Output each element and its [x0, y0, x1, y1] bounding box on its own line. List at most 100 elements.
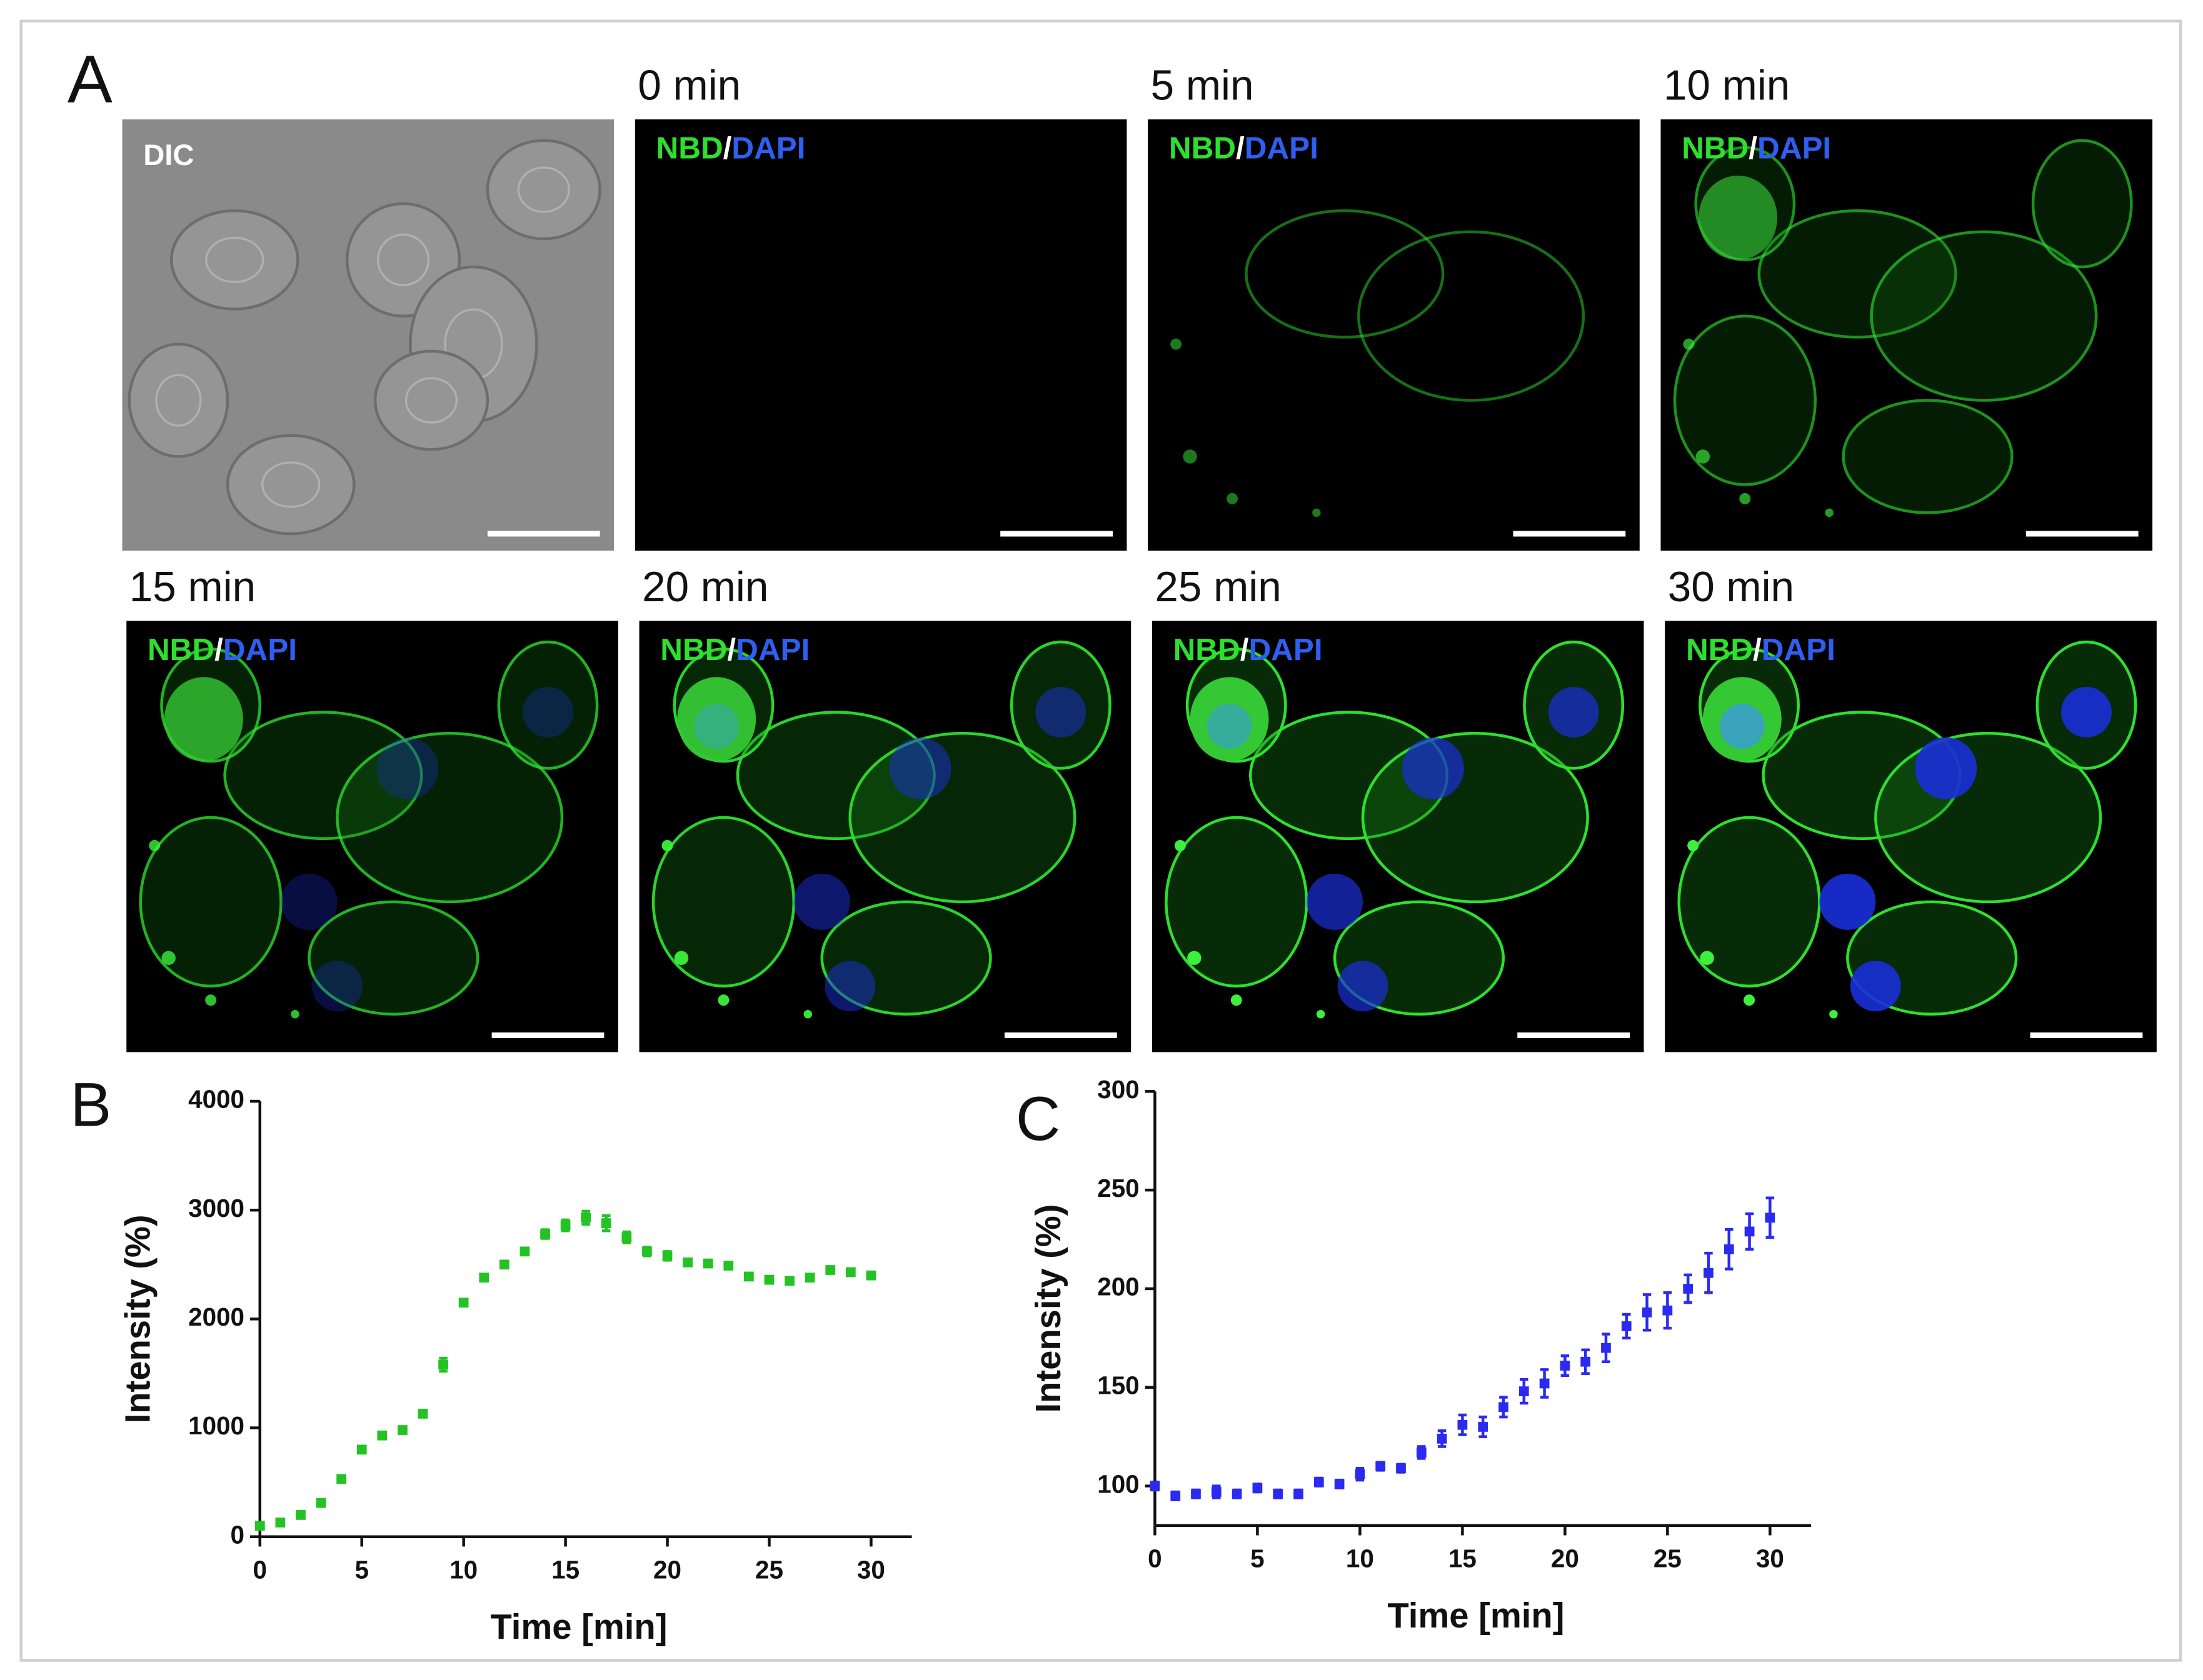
cell-membrane	[1842, 399, 2014, 514]
nucleus	[1915, 737, 1977, 799]
vesicle	[161, 951, 176, 966]
cell-membrane	[1165, 816, 1308, 988]
stain-green: NBD	[656, 131, 723, 166]
data-point	[254, 1521, 265, 1531]
y-axis-label: Intensity (%)	[118, 1214, 158, 1423]
data-point	[805, 1272, 815, 1283]
vesicle	[1829, 1009, 1838, 1019]
stain-separator: /	[1749, 131, 1757, 166]
x-tick-label: 30	[1756, 1544, 1784, 1573]
stain-green: NBD	[1682, 131, 1749, 166]
panel-label: C	[1016, 1084, 1060, 1153]
cell-membrane	[1757, 209, 1957, 339]
nucleus	[825, 961, 876, 1012]
fluorescence-image	[1148, 119, 1640, 551]
frame-title: 0 min	[638, 62, 741, 109]
y-axis-label: Intensity (%)	[1028, 1204, 1068, 1413]
vesicle	[1230, 994, 1242, 1006]
data-point	[458, 1298, 469, 1308]
nucleus	[1207, 703, 1252, 749]
nucleus	[311, 961, 363, 1012]
y-tick-label: 2000	[188, 1302, 244, 1331]
data-point	[275, 1518, 286, 1528]
vesicle	[1183, 449, 1197, 464]
vesicle	[1174, 840, 1186, 851]
stain-green: NBD	[660, 632, 727, 667]
cell-membrane	[651, 816, 796, 988]
data-point	[377, 1430, 388, 1441]
data-point	[418, 1409, 428, 1419]
x-tick-label: 10	[449, 1556, 478, 1584]
nucleus	[889, 737, 951, 799]
frame-title: 30 min	[1668, 564, 1794, 611]
nucleus	[1035, 687, 1086, 738]
stain-separator: /	[214, 632, 223, 667]
data-point	[519, 1246, 530, 1257]
data-point	[1539, 1378, 1550, 1389]
data-point	[744, 1271, 754, 1282]
data-point	[703, 1258, 713, 1269]
x-tick-label: 20	[653, 1556, 681, 1584]
nucleus	[1719, 703, 1765, 749]
data-point	[764, 1274, 775, 1285]
x-axis-label: Time [min]	[1387, 1596, 1564, 1635]
stain-blue: DAPI	[1245, 131, 1318, 166]
data-point	[1478, 1422, 1488, 1432]
y-tick-label: 300	[1097, 1075, 1139, 1104]
stain-green: NBD	[1173, 632, 1240, 667]
y-tick-label: 4000	[188, 1085, 244, 1114]
stain-separator: /	[1236, 131, 1245, 166]
dic-cell	[226, 434, 356, 536]
dic-nucleus	[205, 236, 264, 283]
y-tick-label: 3000	[188, 1194, 244, 1222]
data-point	[825, 1265, 836, 1275]
data-point	[540, 1229, 550, 1239]
data-point	[1191, 1489, 1201, 1499]
cell-membrane	[1870, 230, 2098, 402]
bright-cluster	[164, 677, 243, 762]
vesicle	[661, 840, 673, 851]
vesicle	[1316, 1009, 1325, 1019]
data-point	[1704, 1268, 1714, 1278]
x-tick-label: 30	[857, 1556, 885, 1584]
vesicle	[674, 951, 689, 966]
nucleus	[281, 873, 338, 930]
data-point	[662, 1251, 673, 1261]
stain-separator: /	[1240, 632, 1249, 667]
data-point	[845, 1267, 856, 1278]
dic-nucleus	[517, 166, 570, 213]
data-point	[296, 1510, 306, 1520]
data-point	[1457, 1419, 1468, 1430]
vesicle	[1739, 492, 1751, 504]
stain-blue: DAPI	[731, 131, 805, 166]
stain-separator: /	[723, 131, 732, 166]
data-point	[316, 1498, 326, 1508]
data-point	[1683, 1284, 1694, 1294]
dic-nucleus	[404, 377, 458, 424]
data-point	[683, 1257, 693, 1268]
data-point	[1580, 1356, 1591, 1367]
cell-membrane	[1357, 230, 1585, 402]
stain-label: NBD/DAPI	[1686, 632, 1835, 667]
vesicle	[1170, 338, 1182, 350]
dic-cell	[128, 342, 229, 458]
dic-nucleus	[261, 461, 321, 508]
dic-nucleus	[155, 374, 202, 427]
frame-title: 15 min	[129, 564, 256, 611]
frame-title: 25 min	[1155, 564, 1281, 611]
data-point	[438, 1359, 448, 1370]
stain-blue: DAPI	[1762, 632, 1835, 667]
x-tick-label: 0	[1148, 1544, 1162, 1573]
stain-separator: /	[1753, 632, 1762, 667]
data-point	[1744, 1226, 1755, 1237]
stain-label: NBD/DAPI	[656, 131, 806, 166]
data-point	[1642, 1307, 1652, 1318]
data-point	[1313, 1477, 1324, 1488]
vesicle	[291, 1009, 299, 1019]
data-point	[560, 1220, 571, 1231]
data-point	[621, 1232, 632, 1242]
frame-title: 5 min	[1151, 62, 1254, 109]
vesicle	[718, 994, 730, 1006]
data-point	[336, 1474, 346, 1484]
y-tick-label: 1000	[188, 1411, 244, 1440]
